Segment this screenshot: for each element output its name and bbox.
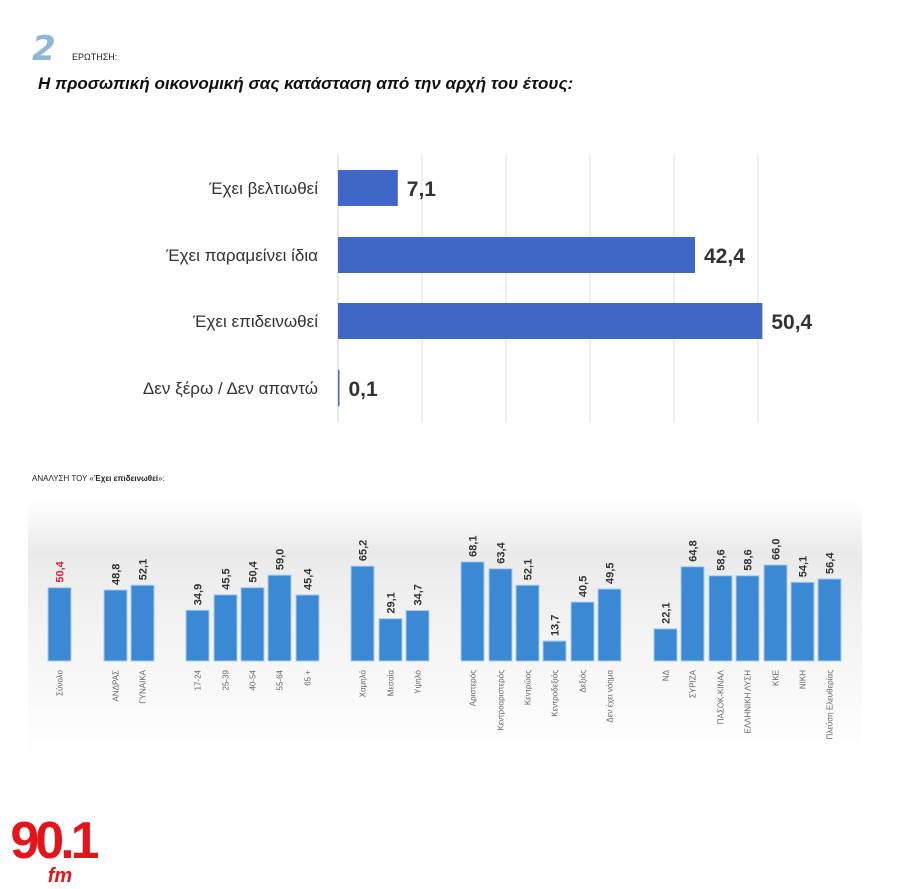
breakdown-title: ΑΝΑΛΥΣΗ ΤΟΥ «Έχει επιδεινωθεί»: bbox=[32, 474, 165, 483]
category-label: 40-54 bbox=[249, 669, 258, 690]
category-label: ΠΑΣΟΚ-ΚΙΝΑΛ bbox=[717, 669, 726, 724]
bar bbox=[47, 587, 72, 662]
category-label: Μεσαία bbox=[387, 670, 396, 697]
value-label: 56,4 bbox=[825, 552, 837, 574]
category-label: ΑΝΔΡΑΣ bbox=[112, 670, 121, 702]
breakdown-title-bold: Έχει επιδεινωθεί bbox=[93, 474, 159, 483]
bar bbox=[735, 575, 760, 662]
main-bar-chart: Έχει βελτιωθεί 7,1 Έχει παραμείνει ίδια 42,… bbox=[143, 155, 813, 422]
value-label: 64,8 bbox=[688, 540, 700, 561]
category-label: ΝΙΚΗ bbox=[799, 670, 808, 689]
value-label: 54,1 bbox=[798, 556, 810, 577]
bar bbox=[338, 237, 696, 273]
logo-sub: fm bbox=[48, 865, 72, 886]
bar bbox=[790, 581, 815, 662]
category-label: Έχει βελτιωθεί bbox=[208, 179, 318, 198]
bar bbox=[240, 587, 265, 662]
value-label: 50,4 bbox=[771, 311, 812, 334]
value-label: 50,4 bbox=[248, 560, 260, 582]
value-label: 52,1 bbox=[138, 559, 150, 580]
bar bbox=[130, 584, 155, 662]
category-label: 65 + bbox=[304, 670, 313, 686]
bar bbox=[338, 370, 340, 406]
category-label: Πλεύση Ελευθερίας bbox=[826, 670, 835, 740]
value-label: 34,7 bbox=[413, 584, 425, 605]
bar bbox=[338, 170, 398, 206]
value-label: 66,0 bbox=[771, 539, 783, 560]
bar bbox=[295, 594, 320, 662]
bar bbox=[488, 568, 513, 662]
bar bbox=[350, 565, 375, 662]
bar bbox=[817, 578, 842, 662]
value-label: 13,7 bbox=[550, 615, 562, 636]
value-label: 0,1 bbox=[349, 378, 379, 401]
bar bbox=[680, 566, 705, 662]
category-label: Κεντροαριστερός bbox=[497, 670, 506, 731]
value-label: 63,4 bbox=[496, 541, 508, 563]
category-label: 17-24 bbox=[194, 669, 203, 690]
question-label: ΕΡΩΤΗΣΗ: bbox=[72, 52, 118, 62]
value-label: 68,1 bbox=[468, 535, 480, 556]
bar bbox=[213, 594, 238, 662]
value-label: 49,5 bbox=[605, 563, 617, 584]
value-label: 34,9 bbox=[193, 584, 205, 605]
category-label: Δεν ξέρω / Δεν απαντώ bbox=[143, 379, 318, 398]
bar bbox=[542, 640, 567, 662]
category-label: Δεν έχει νόημα bbox=[606, 670, 615, 723]
value-label: 29,1 bbox=[386, 592, 398, 613]
category-label: 25-39 bbox=[222, 669, 231, 690]
bar bbox=[763, 564, 788, 662]
bar bbox=[267, 574, 292, 662]
value-label: 42,4 bbox=[704, 245, 745, 268]
bar bbox=[597, 588, 622, 662]
value-label: 50,4 bbox=[55, 560, 67, 582]
bar bbox=[653, 628, 678, 662]
category-label: Δεξιός bbox=[579, 670, 588, 693]
category-label: ΕΛΛΗΝΙΚΗ ΛΥΣΗ bbox=[744, 670, 753, 734]
value-label: 65,2 bbox=[358, 540, 370, 561]
bar bbox=[515, 584, 540, 662]
value-label: 58,6 bbox=[716, 549, 728, 570]
bar bbox=[338, 303, 763, 339]
bar bbox=[460, 561, 485, 662]
bar bbox=[405, 610, 430, 662]
category-label: Έχει επιδεινωθεί bbox=[192, 312, 318, 331]
bar bbox=[103, 589, 128, 662]
value-label: 59,0 bbox=[275, 549, 287, 570]
breakdown-title-suffix: »: bbox=[158, 474, 165, 483]
value-label: 48,8 bbox=[111, 564, 123, 585]
category-label: Έχει παραμείνει ίδια bbox=[165, 246, 318, 265]
category-label: 55-64 bbox=[276, 669, 285, 690]
value-label: 58,6 bbox=[743, 549, 755, 570]
value-label: 52,1 bbox=[523, 559, 535, 580]
category-label: ΣΥΡΙΖΑ bbox=[689, 669, 698, 698]
logo-text: 90.1 bbox=[10, 812, 98, 870]
bar bbox=[570, 601, 595, 662]
category-label: Χαμηλό bbox=[359, 669, 368, 697]
bar bbox=[185, 609, 210, 662]
category-label: ΚΚΕ bbox=[772, 670, 781, 686]
question-number: 2 bbox=[32, 29, 56, 69]
category-label: Υψηλό bbox=[414, 669, 423, 693]
value-label: 22,1 bbox=[661, 602, 673, 623]
category-label: ΓΥΝΑΙΚΑ bbox=[139, 669, 148, 703]
category-label: Κεντροδεξιός bbox=[551, 670, 560, 717]
radio-logo: 90.1 fm bbox=[10, 812, 98, 886]
bar bbox=[378, 618, 403, 662]
value-label: 45,4 bbox=[303, 568, 315, 590]
category-label: Κεντρώος bbox=[524, 670, 533, 705]
page-title: Η προσωπική οικονομική σας κατάσταση από… bbox=[38, 74, 574, 93]
bar bbox=[708, 575, 733, 662]
value-label: 7,1 bbox=[407, 178, 437, 201]
breakdown-title-prefix: ΑΝΑΛΥΣΗ ΤΟΥ « bbox=[32, 474, 94, 483]
category-label: Αριστερός bbox=[469, 670, 478, 706]
value-label: 40,5 bbox=[578, 576, 590, 597]
value-label: 45,5 bbox=[221, 568, 233, 589]
category-label: ΝΔ bbox=[662, 669, 671, 681]
category-label: Σύνολο bbox=[56, 669, 65, 695]
